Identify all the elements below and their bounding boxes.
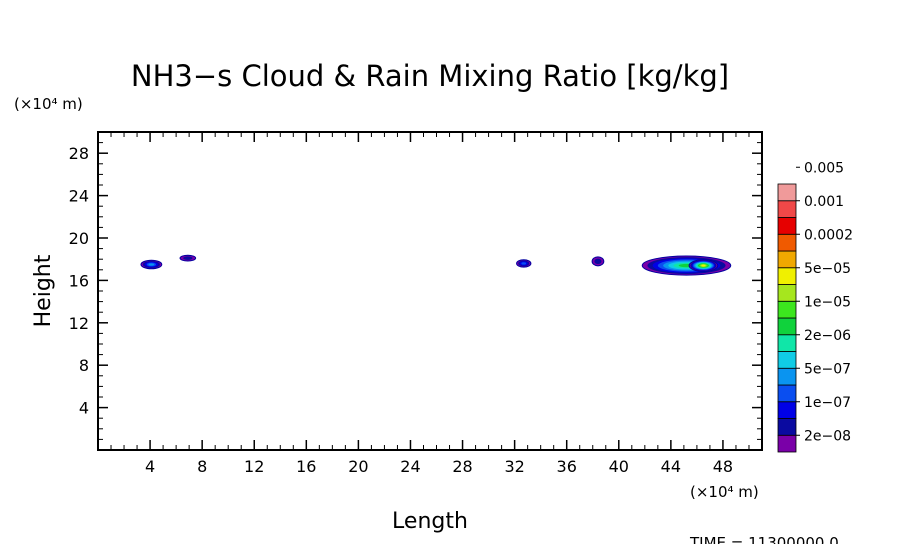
colorbar-label: 1e−05 [804,294,851,310]
y-axis-label: Height [31,254,56,327]
colorbar-swatch [777,401,797,419]
y-tick-label: 24 [69,187,89,206]
colorbar-swatch [777,434,797,453]
colorbar-label: 2e−08 [804,428,851,444]
contour-blob [183,256,193,260]
colorbar-swatch [777,250,797,269]
colorbar-swatch [777,384,797,403]
x-tick-label: 32 [504,457,524,476]
colorbar-swatch [777,284,797,302]
y-tick-label: 4 [79,399,89,418]
chart-title: NH3−s Cloud & Rain Mixing Ratio [kg/kg] [131,59,729,93]
y-tick-label: 16 [69,271,89,290]
colorbar-swatch [777,300,797,319]
colorbar-swatch [777,267,797,285]
colorbar-swatch [777,351,797,369]
colorbar-label: 0.005 [804,160,844,176]
colorbar-label: 5e−07 [804,361,851,377]
x-axis-label: Length [392,509,468,534]
colorbar-swatch [777,200,797,218]
colorbar-label: 1e−07 [804,395,851,411]
x-unit-label: (×10⁴ m) [690,483,759,501]
y-tick-label: 8 [79,356,89,375]
colorbar-swatch [777,233,797,252]
colorbar-label: 2e−06 [804,328,851,344]
colorbar-label: 5e−05 [804,261,851,277]
contour-blob [701,264,706,267]
x-tick-label: 36 [557,457,577,476]
colorbar-swatch [777,334,797,352]
y-tick-label: 20 [69,229,89,248]
colorbar-label: 0.0002 [804,227,853,243]
colorbar-swatch [777,418,797,436]
x-tick-label: 44 [661,457,681,476]
plot-frame [97,131,763,451]
contour-blob [521,262,527,265]
x-tick-label: 8 [197,457,207,476]
x-tick-label: 48 [713,457,733,476]
contour-blob [148,263,155,266]
x-tick-label: 16 [296,457,316,476]
colorbar-swatch [777,367,797,386]
x-tick-label: 24 [400,457,420,476]
x-tick-label: 20 [348,457,368,476]
x-tick-label: 28 [452,457,472,476]
x-tick-label: 4 [145,457,155,476]
x-tick-label: 12 [244,457,264,476]
x-tick-label: 40 [609,457,629,476]
colorbar-label: 0.001 [804,194,844,210]
y-unit-label: (×10⁴ m) [14,95,83,113]
colorbar-swatch [777,317,797,336]
time-label: TIME = 11300000.0 [689,534,839,544]
colorbar-swatch [777,217,797,235]
y-tick-label: 28 [69,144,89,163]
y-tick-label: 12 [69,314,89,333]
contour-blob [594,258,602,265]
colorbar-swatch [777,183,797,202]
